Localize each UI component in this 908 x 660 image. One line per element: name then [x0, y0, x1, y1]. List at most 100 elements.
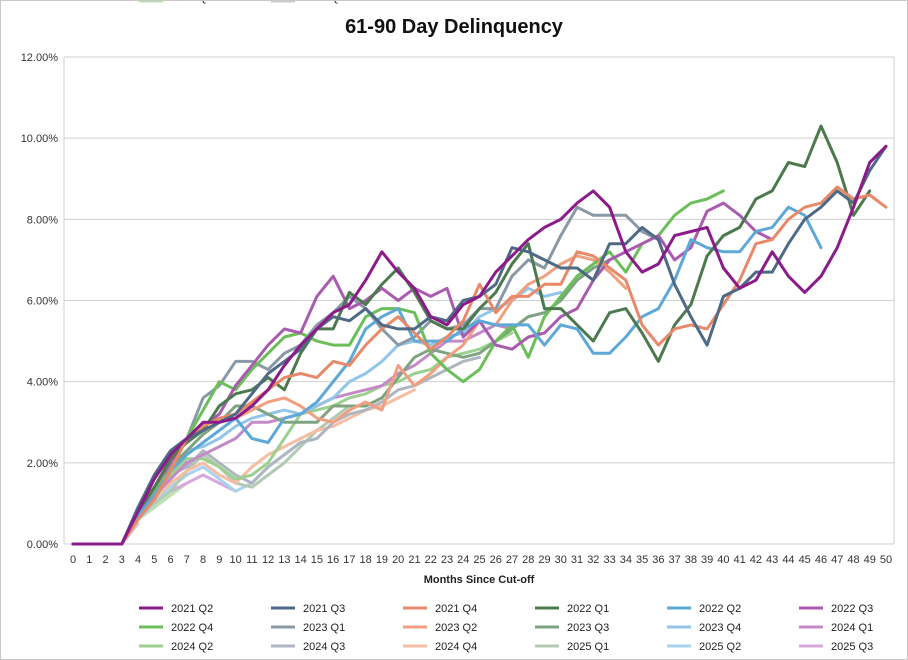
x-tick-label: 20	[392, 554, 404, 566]
x-tick-label: 44	[782, 554, 794, 566]
x-tick-label: 32	[587, 554, 599, 566]
chart-title: 61-90 Day Delinquency	[345, 16, 564, 38]
x-tick-label: 19	[376, 554, 388, 566]
x-tick-label: 13	[278, 554, 290, 566]
x-tick-label: 0	[70, 554, 76, 566]
x-tick-label: 25	[473, 554, 485, 566]
legend-label: 2022 Q1	[567, 603, 609, 615]
x-tick-label: 31	[571, 554, 583, 566]
legend-label: 2025 Q4	[171, 1, 213, 4]
legend: 2021 Q2 2021 Q3 2021 Q4 2022 Q1 2022 Q2 2022 …	[139, 1, 873, 653]
y-axis-ticks: 0.00% 2.00% 4.00% 6.00% 8.00% 10.00% 12.00%	[21, 52, 59, 551]
series-line-2022-q3	[71, 201, 774, 546]
legend-label: 2022 Q4	[171, 622, 213, 634]
legend-label: 2021 Q4	[435, 603, 477, 615]
x-tick-label: 21	[408, 554, 420, 566]
legend-item: 2021 Q3	[271, 603, 345, 615]
x-tick-label: 11	[246, 554, 257, 566]
series-lines	[71, 124, 888, 546]
legend-label: 2023 Q2	[435, 622, 477, 634]
x-tick-label: 40	[717, 554, 729, 566]
x-tick-label: 18	[360, 554, 372, 566]
legend-item: 2025 Q2	[667, 641, 741, 653]
x-tick-label: 6	[167, 554, 173, 566]
legend-label: 2021 Q2	[171, 603, 213, 615]
x-tick-label: 43	[766, 554, 778, 566]
x-tick-label: 36	[652, 554, 664, 566]
series-line-2021-q2	[71, 144, 888, 546]
legend-label: 2024 Q3	[303, 641, 345, 653]
x-tick-label: 12	[262, 554, 274, 566]
x-tick-label: 2	[102, 554, 108, 566]
y-tick-label: 2.00%	[27, 458, 58, 470]
legend-label: 2025 Q3	[831, 641, 873, 653]
y-tick-label: 8.00%	[27, 214, 58, 226]
x-tick-label: 10	[229, 554, 241, 566]
x-tick-label: 48	[847, 554, 859, 566]
legend-label: 2025 Q1	[567, 641, 609, 653]
legend-item: 2023 Q4	[667, 622, 741, 634]
legend-label: 2024 Q2	[171, 641, 213, 653]
legend-item: 2024 Q1	[799, 622, 873, 634]
legend-label: 2024 Q4	[435, 641, 477, 653]
legend-label: 2026 Q1	[303, 1, 345, 4]
y-tick-label: 4.00%	[27, 377, 58, 389]
plot-border	[63, 57, 895, 544]
x-tick-label: 24	[457, 554, 469, 566]
x-tick-label: 9	[216, 554, 222, 566]
x-tick-label: 42	[750, 554, 762, 566]
y-tick-label: 12.00%	[21, 52, 59, 64]
x-tick-label: 27	[506, 554, 518, 566]
x-tick-label: 34	[620, 554, 632, 566]
x-tick-label: 8	[200, 554, 206, 566]
series-line-2022-q2	[71, 205, 823, 546]
x-tick-label: 3	[119, 554, 125, 566]
legend-label: 2023 Q3	[567, 622, 609, 634]
legend-item: 2025 Q4	[139, 1, 213, 4]
x-tick-label: 50	[880, 554, 892, 566]
legend-item: 2025 Q3	[799, 641, 873, 653]
legend-label: 2021 Q3	[303, 603, 345, 615]
legend-item: 2022 Q2	[667, 603, 741, 615]
legend-item: 2021 Q2	[139, 603, 213, 615]
x-tick-label: 39	[701, 554, 713, 566]
legend-item: 2022 Q3	[799, 603, 873, 615]
legend-item: 2022 Q4	[139, 622, 213, 634]
legend-item: 2023 Q1	[271, 622, 345, 634]
legend-label: 2022 Q2	[699, 603, 741, 615]
y-tick-label: 0.00%	[27, 539, 58, 551]
x-tick-label: 14	[295, 554, 307, 566]
legend-item: 2024 Q3	[271, 641, 345, 653]
legend-item: 2024 Q4	[403, 641, 477, 653]
x-tick-label: 41	[734, 554, 746, 566]
x-tick-label: 37	[668, 554, 680, 566]
legend-label: 2023 Q1	[303, 622, 345, 634]
legend-item: 2022 Q1	[535, 603, 609, 615]
legend-item: 2024 Q2	[139, 641, 213, 653]
x-tick-label: 17	[343, 554, 355, 566]
legend-label: 2023 Q4	[699, 622, 741, 634]
legend-item: 2023 Q3	[535, 622, 609, 634]
x-tick-label: 16	[327, 554, 339, 566]
x-axis-title: Months Since Cut-off	[424, 574, 535, 586]
x-tick-label: 29	[538, 554, 550, 566]
x-tick-label: 5	[151, 554, 157, 566]
x-tick-label: 46	[815, 554, 827, 566]
legend-item: 2023 Q2	[403, 622, 477, 634]
legend-item: 2021 Q4	[403, 603, 477, 615]
x-axis-ticks: 0 1 2 3 4 5 6 7 8 9 10 11 12 13 14 15 16 17 18 19 20 21 22 23 24…	[70, 554, 892, 566]
x-tick-label: 33	[603, 554, 615, 566]
x-tick-label: 38	[685, 554, 697, 566]
y-tick-label: 10.00%	[21, 133, 59, 145]
x-tick-label: 22	[425, 554, 437, 566]
x-tick-label: 1	[86, 554, 92, 566]
x-tick-label: 49	[864, 554, 876, 566]
x-tick-label: 45	[799, 554, 811, 566]
legend-label: 2025 Q2	[699, 641, 741, 653]
legend-item: 2025 Q1	[535, 641, 609, 653]
x-tick-label: 26	[490, 554, 502, 566]
series-line-2021-q4	[71, 185, 888, 546]
series-line-2021-q3	[71, 144, 888, 546]
x-tick-label: 7	[184, 554, 190, 566]
